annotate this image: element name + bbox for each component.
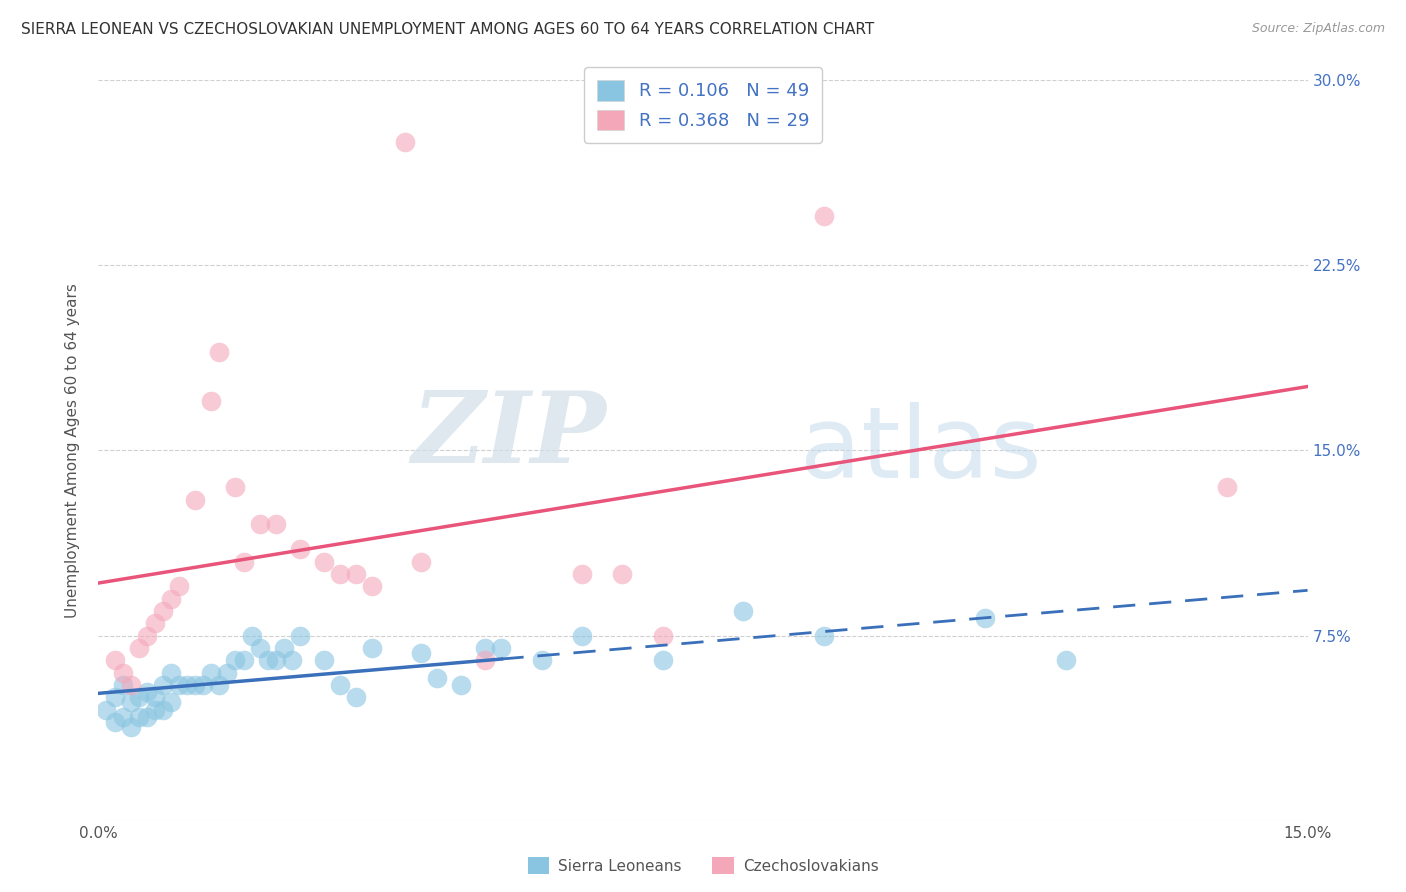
Point [160,695,183,709]
Point [571,566,593,581]
Point [733,604,755,618]
Point [167,678,190,692]
Point [1216,480,1239,494]
Point [314,555,336,569]
Point [128,690,150,705]
Point [491,640,513,655]
Point [152,703,174,717]
Point [120,720,142,734]
Point [184,492,207,507]
Legend: Sierra Leoneans, Czechoslovakians: Sierra Leoneans, Czechoslovakians [522,851,884,880]
Point [361,640,384,655]
Point [232,555,254,569]
Point [224,480,246,494]
Point [256,653,278,667]
Point [974,611,997,625]
Point [344,566,367,581]
Text: Source: ZipAtlas.com: Source: ZipAtlas.com [1251,22,1385,36]
Point [135,685,157,699]
Point [264,517,287,532]
Point [217,665,239,680]
Point [103,714,125,729]
Point [135,710,157,724]
Legend: R = 0.106   N = 49, R = 0.368   N = 29: R = 0.106 N = 49, R = 0.368 N = 29 [585,67,821,143]
Point [651,628,673,642]
Point [152,604,174,618]
Point [813,628,835,642]
Point [288,628,311,642]
Point [143,703,166,717]
Point [314,653,336,667]
Point [426,671,449,685]
Point [1054,653,1077,667]
Point [120,695,142,709]
Point [208,678,231,692]
Point [474,640,496,655]
Point [474,653,496,667]
Point [103,690,125,705]
Point [200,665,222,680]
Point [240,628,263,642]
Text: SIERRA LEONEAN VS CZECHOSLOVAKIAN UNEMPLOYMENT AMONG AGES 60 TO 64 YEARS CORRELA: SIERRA LEONEAN VS CZECHOSLOVAKIAN UNEMPL… [21,22,875,37]
Point [394,135,416,149]
Point [200,394,222,409]
Point [329,678,352,692]
Point [135,628,157,642]
Point [111,710,134,724]
Point [96,703,118,717]
Text: ZIP: ZIP [412,387,606,483]
Point [450,678,472,692]
Point [111,678,134,692]
Point [361,579,384,593]
Y-axis label: Unemployment Among Ages 60 to 64 years: Unemployment Among Ages 60 to 64 years [65,283,80,618]
Point [176,678,198,692]
Point [813,209,835,223]
Point [143,616,166,631]
Point [152,678,174,692]
Point [167,579,190,593]
Point [103,653,125,667]
Point [273,640,295,655]
Point [288,542,311,557]
Text: atlas: atlas [800,402,1042,499]
Point [120,678,142,692]
Point [128,640,150,655]
Point [530,653,553,667]
Point [224,653,246,667]
Point [249,640,271,655]
Point [184,678,207,692]
Point [571,628,593,642]
Point [160,665,183,680]
Point [612,566,634,581]
Point [249,517,271,532]
Point [344,690,367,705]
Point [232,653,254,667]
Point [143,690,166,705]
Point [329,566,352,581]
Point [111,665,134,680]
Point [651,653,673,667]
Point [128,710,150,724]
Point [409,646,432,660]
Point [193,678,215,692]
Point [409,555,432,569]
Point [160,591,183,606]
Point [281,653,304,667]
Point [264,653,287,667]
Point [208,344,231,359]
